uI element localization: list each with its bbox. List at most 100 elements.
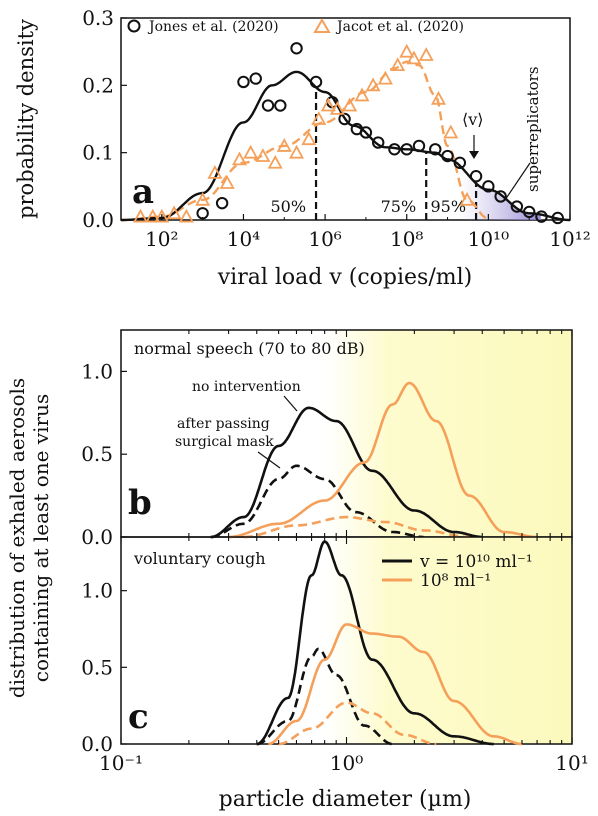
panel-a-xlabel: viral load v (copies/ml) [217,265,473,290]
jacot-point [354,87,370,102]
c-ytick-label: 0.0 [81,732,113,756]
jacot-point [132,208,148,223]
jacot-point [166,205,182,220]
legend-circle-icon [127,19,141,33]
jones-point [429,143,442,156]
jacot-point [207,164,223,179]
c-xtick-label: 10¹ [555,751,588,775]
jones-point [482,180,495,193]
jacot-point [267,154,283,169]
curve-f5a05a-dashed [243,515,470,539]
jacot-point [399,43,415,58]
a-ytick-label: 0.0 [82,208,114,232]
jones-point [400,143,413,156]
legend-jones: Jones et al. (2020) [147,19,279,35]
jacot-point [219,175,235,189]
jacot-point [289,144,305,159]
jacot-point [329,101,345,115]
jones-point [510,200,524,213]
jones-point [274,99,287,112]
legend-jacot: Jacot et al. (2020) [335,19,464,35]
jones-point [309,75,323,89]
jacot-point [459,191,475,206]
percentile-label: 95% [431,197,467,216]
b-ytick-label: 0.5 [81,442,113,466]
legend-triangle-icon [313,18,331,33]
a-xtick-label: 10² [145,227,178,251]
legend-orange: 10⁸ ml⁻¹ [420,571,491,591]
c-xtick-label: 10⁰ [330,751,363,775]
c-ytick-label: 0.5 [81,655,113,679]
a-xtick-label: 10¹⁰ [468,227,509,251]
jones-point [249,72,262,85]
b-ytick-label: 1.0 [81,359,113,383]
mean-label: ⟨v⟩ [462,110,484,129]
panel-b-highlight [326,330,572,537]
jacot-point [154,208,170,223]
jones-point [261,99,275,112]
jacot-point [243,144,259,159]
jacot-point [145,208,161,223]
a-ytick-label: 0.2 [82,73,114,97]
curve-111111-dashed [210,464,424,539]
no-intervention-label: no intervention [192,379,301,395]
jones-point [388,143,401,156]
mask-label-2: surgical mask [175,434,274,450]
jacot-point [365,77,381,92]
shared-ylabel-line1: distribution of exhaled aerosols [5,378,29,698]
jones-point [494,190,507,203]
jones-point [469,170,483,183]
a-xtick-label: 10¹² [549,227,590,251]
jones-point [551,211,564,225]
jones-point [535,210,548,223]
jacot-point [390,57,406,72]
a-ytick-label: 0.1 [82,141,114,165]
curve-f5a05a-dashed [278,701,437,746]
b-ytick-label: 0.0 [81,525,113,549]
jacot-point [418,47,434,61]
curve-111111 [256,540,494,746]
shared-ylabel-line2: containing at least one virus [29,394,53,682]
jacot-point [178,208,194,223]
jones-point [338,112,351,126]
jones-point [359,126,373,139]
panel-b: 0.0 0.5 1.0 normal speech (70 to 80 dB) no… [81,329,573,549]
panel-b-title: normal speech (70 to 80 dB) [134,339,365,358]
superreplicators-pointer [504,162,531,201]
percentile-label: 75% [381,197,417,216]
jacot-point [342,97,358,112]
c-ytick-label: 1.0 [81,579,113,603]
panel-a: 50% 75% 95% 10² 10⁴ 10⁶ 10⁸ 10¹⁰ 10¹² 0.0 0.1 0.2… [14,6,591,290]
c-xtick-label: 10⁻¹ [99,751,143,775]
curve-f5a05a [228,381,538,539]
jacot-point [195,191,211,206]
panel-c-xlabel: particle diameter (µm) [219,787,472,812]
mask-pointer [257,451,281,469]
curve-f5a05a [268,623,522,746]
a-xtick-label: 10⁶ [308,227,341,251]
jacot-fit-line [121,60,489,222]
jacot-point [406,50,422,65]
jacot-point [255,148,271,162]
panel-c-label: c [128,697,149,737]
jacot-point [231,151,248,166]
jones-point [237,75,250,89]
jones-point [453,156,467,169]
panel-a-label: a [132,172,154,212]
panel-b-label: b [128,483,152,523]
mask-label-1: after passing [177,416,270,432]
jacot-point [276,138,292,152]
panel-a-ylabel: probability density [14,19,38,219]
jacot-point [430,90,447,105]
jones-point [412,139,426,153]
panel-c-highlight [326,537,572,744]
a-xtick-label: 10⁴ [227,227,260,251]
jones-point [290,42,303,55]
jones-fit-line [121,70,570,222]
legend-black: v = 10¹⁰ ml⁻¹ [419,552,533,572]
jacot-point [377,70,393,85]
superreplicator-area [460,165,541,220]
jones-point [196,207,209,220]
jacot-point [443,124,459,139]
